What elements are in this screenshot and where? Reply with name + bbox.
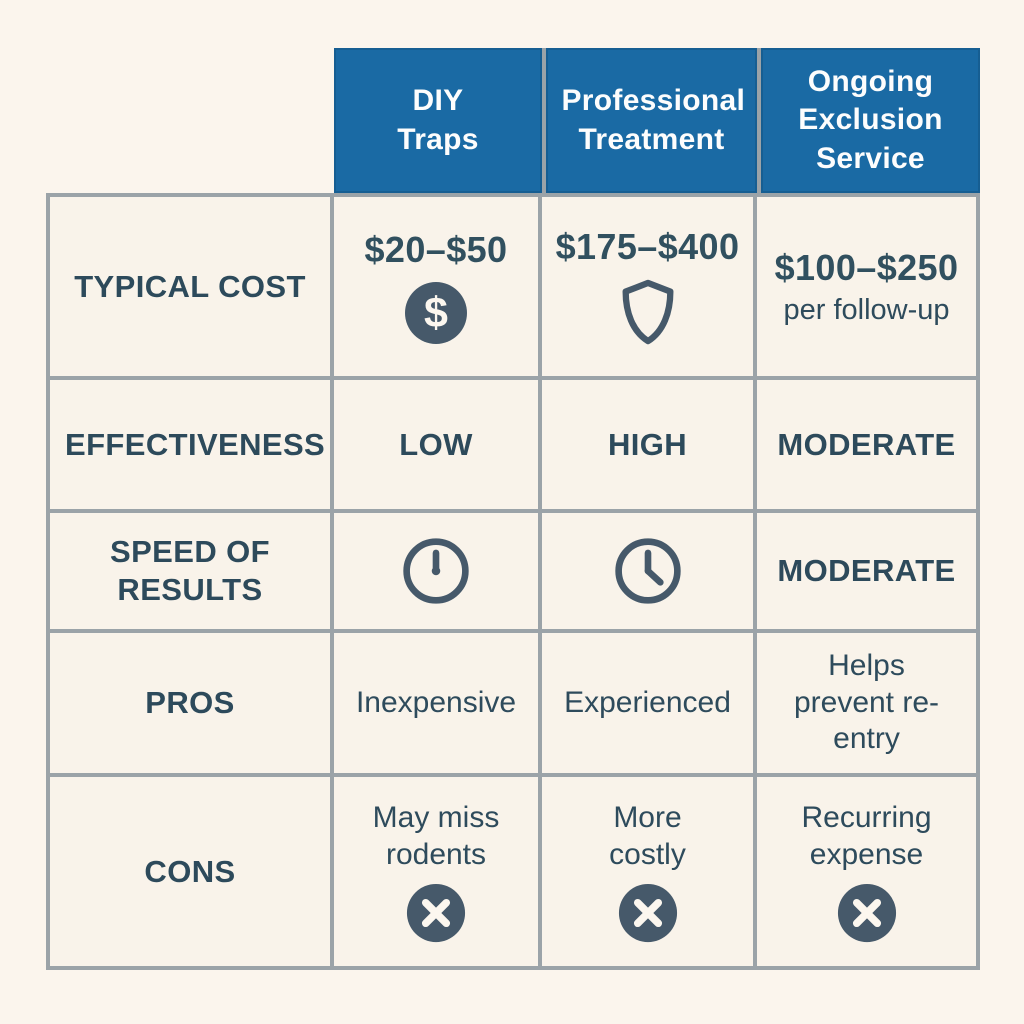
clock-4-oclock-icon [612,535,684,607]
cell-cons-professional: More costly [542,777,757,970]
effectiveness-value: HIGH [607,426,688,462]
dollar-symbol: $ [424,288,448,337]
cell-effectiveness-professional: HIGH [542,380,757,513]
row-label-speed-of-results: SPEED OF RESULTS [46,513,334,633]
column-header-label: Professional Treatment [561,84,746,156]
cell-typical-cost-exclusion: $100–$250 per follow-up [757,193,980,380]
cell-effectiveness-exclusion: MODERATE [757,380,980,513]
cell-pros-professional: Experienced [542,633,757,777]
cell-speed-exclusion: MODERATE [757,513,980,633]
row-label-text: TYPICAL COST [74,268,306,304]
row-label-pros: PROS [46,633,334,777]
x-circle-icon [618,883,678,943]
column-header-professional-treatment: Professional Treatment [542,48,757,193]
effectiveness-value: MODERATE [777,426,956,462]
dollar-circle-icon: $ [405,282,467,344]
clock-12-oclock-icon [400,535,472,607]
pros-text: Helps prevent re-entry [793,649,940,756]
cell-speed-diy [334,513,542,633]
column-header-label: Ongoing Exclusion Service [798,64,943,175]
column-header-ongoing-exclusion-service: Ongoing Exclusion Service [757,48,980,193]
column-header-diy-traps: DIY Traps [334,48,542,193]
cell-typical-cost-diy: $20–$50 $ [334,193,542,380]
cell-speed-professional [542,513,757,633]
cell-pros-exclusion: Helps prevent re-entry [757,633,980,777]
cell-cons-diy: May miss rodents [334,777,542,970]
pros-text: Experienced [564,685,731,719]
row-label-text: SPEED OF RESULTS [110,534,270,607]
cost-value: $20–$50 [364,229,508,270]
effectiveness-value: LOW [399,426,473,462]
cost-value: $175–$400 [555,226,740,267]
row-label-text: PROS [145,685,235,721]
pros-text: Inexpensive [355,685,517,719]
cell-typical-cost-professional: $175–$400 [542,193,757,380]
cell-effectiveness-diy: LOW [334,380,542,513]
x-circle-icon [406,883,466,943]
cell-pros-diy: Inexpensive [334,633,542,777]
column-header-label: DIY Traps [397,84,479,156]
cons-text: More costly [609,801,686,871]
x-circle-icon [837,883,897,943]
row-label-effectiveness: EFFECTIVENESS [46,380,334,513]
cons-text: May miss rodents [372,801,500,871]
row-label-text: CONS [144,853,236,889]
speed-value: MODERATE [777,553,956,588]
header-spacer-cell [46,48,334,193]
row-label-cons: CONS [46,777,334,970]
cell-cons-exclusion: Recurring expense [757,777,980,970]
cost-value: $100–$250 [774,246,959,288]
comparison-table: DIY Traps Professional Treatment Ongoing… [46,48,980,970]
row-label-typical-cost: TYPICAL COST [46,193,334,380]
cons-text: Recurring expense [801,801,932,871]
shield-icon [615,277,681,347]
row-label-text: EFFECTIVENESS [65,426,326,462]
cost-subtext: per follow-up [783,293,950,326]
